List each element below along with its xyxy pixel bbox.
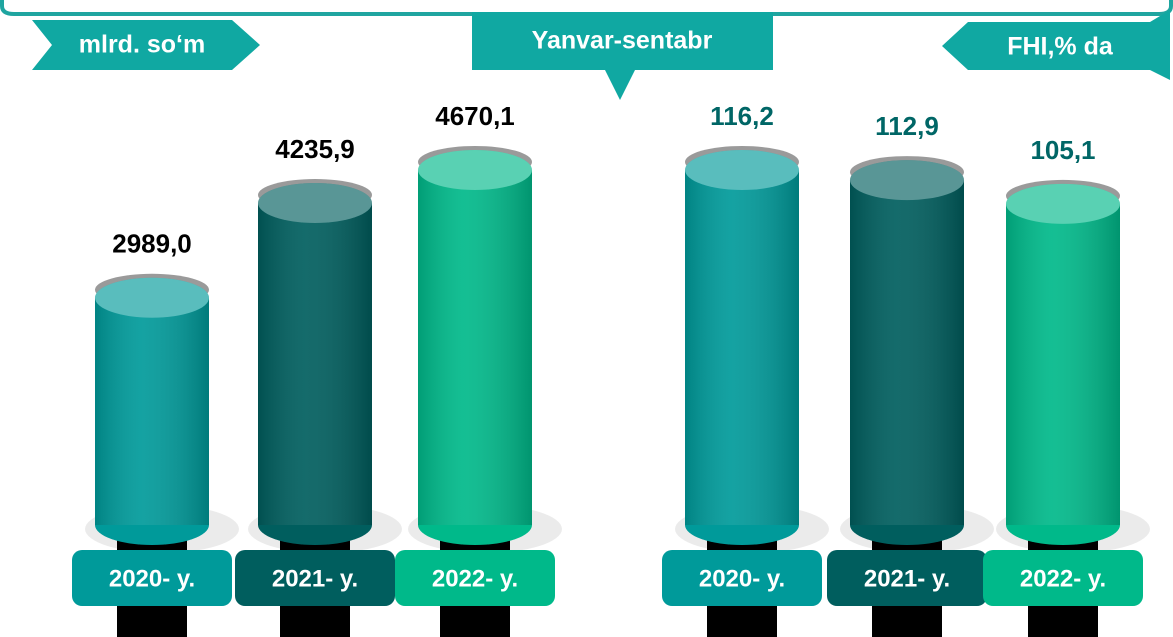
category-badge [235,550,395,606]
top-border [0,0,1173,16]
value-label: 4670,1 [435,101,515,131]
unit-label: FHI,% da [1007,33,1114,61]
bar-top-highlight [1006,183,1120,224]
bar-top [258,183,372,224]
category-label: 2020- y. [699,565,785,592]
bar-top-highlight [850,160,964,201]
unit-badge-left [32,20,260,70]
bar-top-highlight [95,277,209,318]
value-label: 112,9 [875,111,939,141]
category-label: 2021- y. [864,565,950,592]
category-badge [983,550,1143,606]
bar-top-highlight [418,150,532,190]
bar-top-highlight [685,150,799,190]
category-badge [72,550,232,606]
category-badge [395,550,555,606]
category-badge [827,550,987,606]
unit-label: mlrd. so‘m [79,31,205,59]
bar-shade [685,170,799,525]
category-label: 2022- y. [432,565,518,592]
period-title: Yanvar-sentabr [532,27,713,55]
bar-top [850,160,964,201]
bar-top [1006,183,1120,224]
category-label: 2021- y. [272,565,358,592]
bar-shade [418,170,532,525]
value-label: 2989,0 [112,229,192,259]
bar-shade [850,180,964,525]
value-label: 105,1 [1030,135,1095,165]
value-label: 116,2 [710,101,774,131]
bar-top [418,150,532,190]
bar-top [95,277,209,318]
bar-top [685,150,799,190]
bar-shade [1006,203,1120,525]
period-badge [472,12,773,100]
category-label: 2022- y. [1020,565,1106,592]
category-label: 2020- y. [109,565,195,592]
bar-shade [95,297,209,525]
bar-shade [258,203,372,526]
unit-badge-right [942,10,1170,80]
value-label: 4235,9 [275,134,355,164]
category-badge [662,550,822,606]
bar-top-highlight [258,183,372,224]
